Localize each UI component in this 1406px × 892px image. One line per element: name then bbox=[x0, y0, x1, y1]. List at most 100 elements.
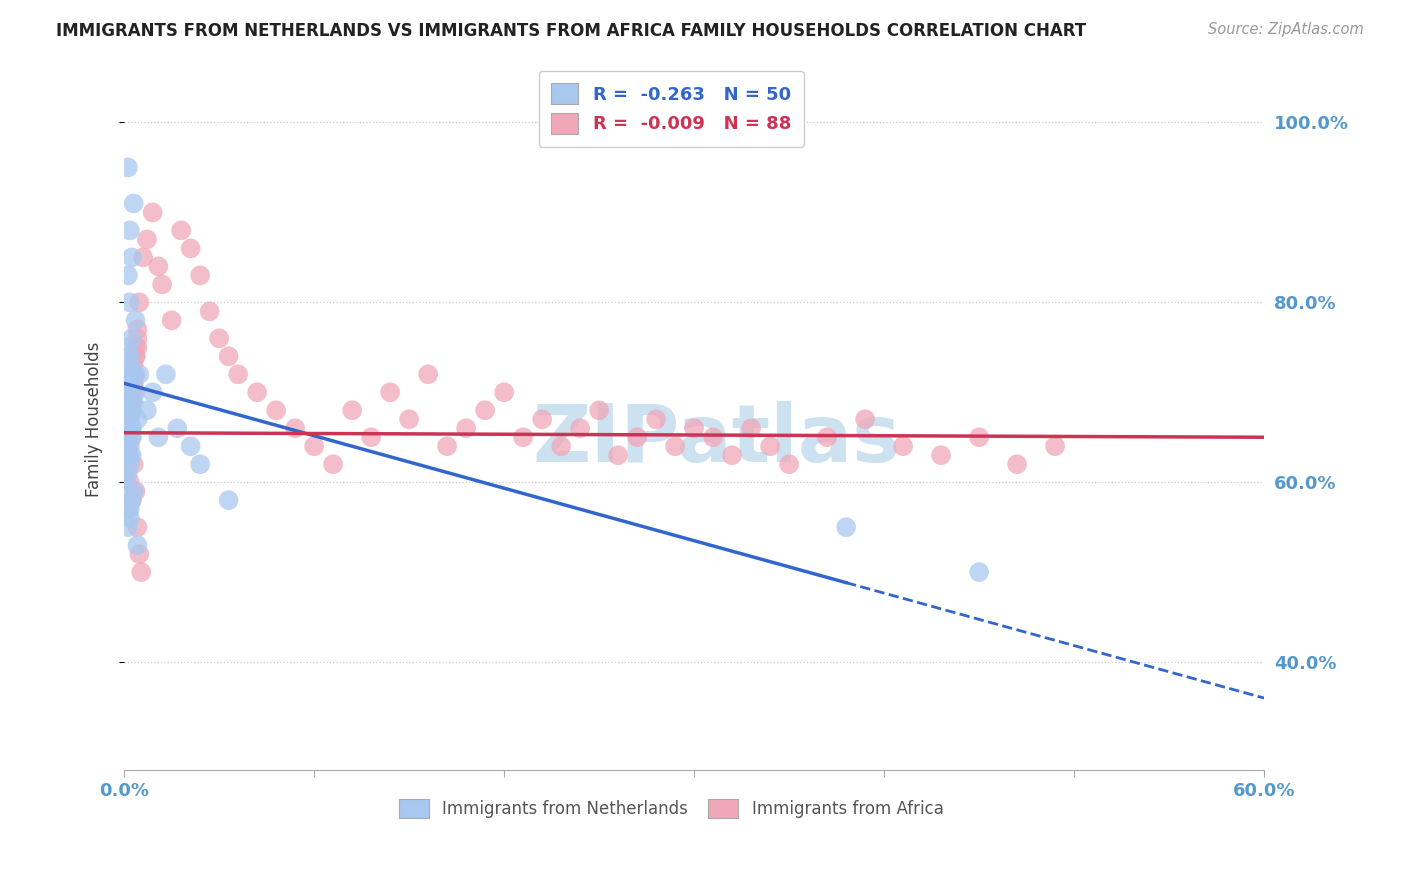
Point bbox=[512, 430, 534, 444]
Point bbox=[118, 412, 141, 426]
Point bbox=[721, 448, 744, 462]
Point bbox=[1043, 439, 1066, 453]
Text: IMMIGRANTS FROM NETHERLANDS VS IMMIGRANTS FROM AFRICA FAMILY HOUSEHOLDS CORRELAT: IMMIGRANTS FROM NETHERLANDS VS IMMIGRANT… bbox=[56, 22, 1087, 40]
Point bbox=[128, 368, 150, 382]
Point bbox=[136, 403, 159, 417]
Point bbox=[148, 430, 170, 444]
Point bbox=[340, 403, 363, 417]
Point bbox=[1005, 457, 1028, 471]
Point bbox=[180, 439, 202, 453]
Point bbox=[117, 439, 139, 453]
Point bbox=[121, 251, 143, 265]
Point bbox=[124, 484, 146, 499]
Point bbox=[284, 421, 307, 435]
Point bbox=[588, 403, 610, 417]
Point bbox=[118, 475, 141, 490]
Point bbox=[124, 385, 146, 400]
Point bbox=[118, 403, 141, 417]
Point bbox=[118, 511, 141, 525]
Point bbox=[702, 430, 724, 444]
Point bbox=[226, 368, 249, 382]
Point bbox=[188, 457, 211, 471]
Point bbox=[124, 313, 146, 327]
Point bbox=[740, 421, 762, 435]
Point bbox=[569, 421, 592, 435]
Point bbox=[124, 340, 146, 354]
Point bbox=[155, 368, 177, 382]
Point bbox=[117, 448, 139, 462]
Point bbox=[218, 493, 240, 508]
Point bbox=[264, 403, 287, 417]
Point bbox=[170, 223, 193, 237]
Point bbox=[127, 520, 149, 534]
Point bbox=[121, 331, 143, 345]
Point bbox=[122, 368, 145, 382]
Point bbox=[188, 268, 211, 283]
Point bbox=[122, 359, 145, 373]
Point bbox=[117, 430, 139, 444]
Point bbox=[118, 457, 141, 471]
Point bbox=[117, 340, 139, 354]
Point bbox=[122, 385, 145, 400]
Point bbox=[550, 439, 572, 453]
Point bbox=[121, 403, 143, 417]
Point bbox=[129, 565, 152, 579]
Point bbox=[121, 394, 143, 409]
Point bbox=[378, 385, 401, 400]
Point bbox=[117, 376, 139, 391]
Point bbox=[664, 439, 686, 453]
Point bbox=[118, 430, 141, 444]
Point bbox=[929, 448, 952, 462]
Point bbox=[121, 430, 143, 444]
Point bbox=[835, 520, 858, 534]
Point bbox=[118, 359, 141, 373]
Point bbox=[360, 430, 382, 444]
Point bbox=[456, 421, 478, 435]
Point bbox=[118, 439, 141, 453]
Point bbox=[531, 412, 554, 426]
Point bbox=[118, 403, 141, 417]
Point bbox=[136, 232, 159, 246]
Point bbox=[117, 376, 139, 391]
Point bbox=[166, 421, 188, 435]
Point bbox=[122, 196, 145, 211]
Point bbox=[778, 457, 800, 471]
Point bbox=[398, 412, 420, 426]
Point bbox=[124, 349, 146, 363]
Point bbox=[117, 161, 139, 175]
Point bbox=[122, 368, 145, 382]
Point bbox=[142, 385, 165, 400]
Point bbox=[127, 412, 149, 426]
Point bbox=[302, 439, 325, 453]
Point bbox=[121, 403, 143, 417]
Point bbox=[626, 430, 648, 444]
Point bbox=[474, 403, 496, 417]
Point bbox=[122, 376, 145, 391]
Point bbox=[117, 520, 139, 534]
Point bbox=[853, 412, 876, 426]
Point bbox=[967, 565, 990, 579]
Point bbox=[117, 448, 139, 462]
Point bbox=[118, 421, 141, 435]
Point bbox=[122, 368, 145, 382]
Text: Source: ZipAtlas.com: Source: ZipAtlas.com bbox=[1208, 22, 1364, 37]
Point bbox=[117, 502, 139, 516]
Point bbox=[118, 412, 141, 426]
Point bbox=[118, 223, 141, 237]
Point bbox=[218, 349, 240, 363]
Point bbox=[121, 448, 143, 462]
Point bbox=[128, 547, 150, 561]
Point bbox=[436, 439, 458, 453]
Point bbox=[118, 502, 141, 516]
Point bbox=[142, 205, 165, 219]
Point bbox=[891, 439, 914, 453]
Legend: Immigrants from Netherlands, Immigrants from Africa: Immigrants from Netherlands, Immigrants … bbox=[392, 793, 950, 825]
Point bbox=[416, 368, 439, 382]
Point bbox=[127, 538, 149, 552]
Point bbox=[121, 421, 143, 435]
Point bbox=[118, 349, 141, 363]
Point bbox=[121, 394, 143, 409]
Point bbox=[118, 448, 141, 462]
Point bbox=[246, 385, 269, 400]
Y-axis label: Family Households: Family Households bbox=[86, 342, 103, 497]
